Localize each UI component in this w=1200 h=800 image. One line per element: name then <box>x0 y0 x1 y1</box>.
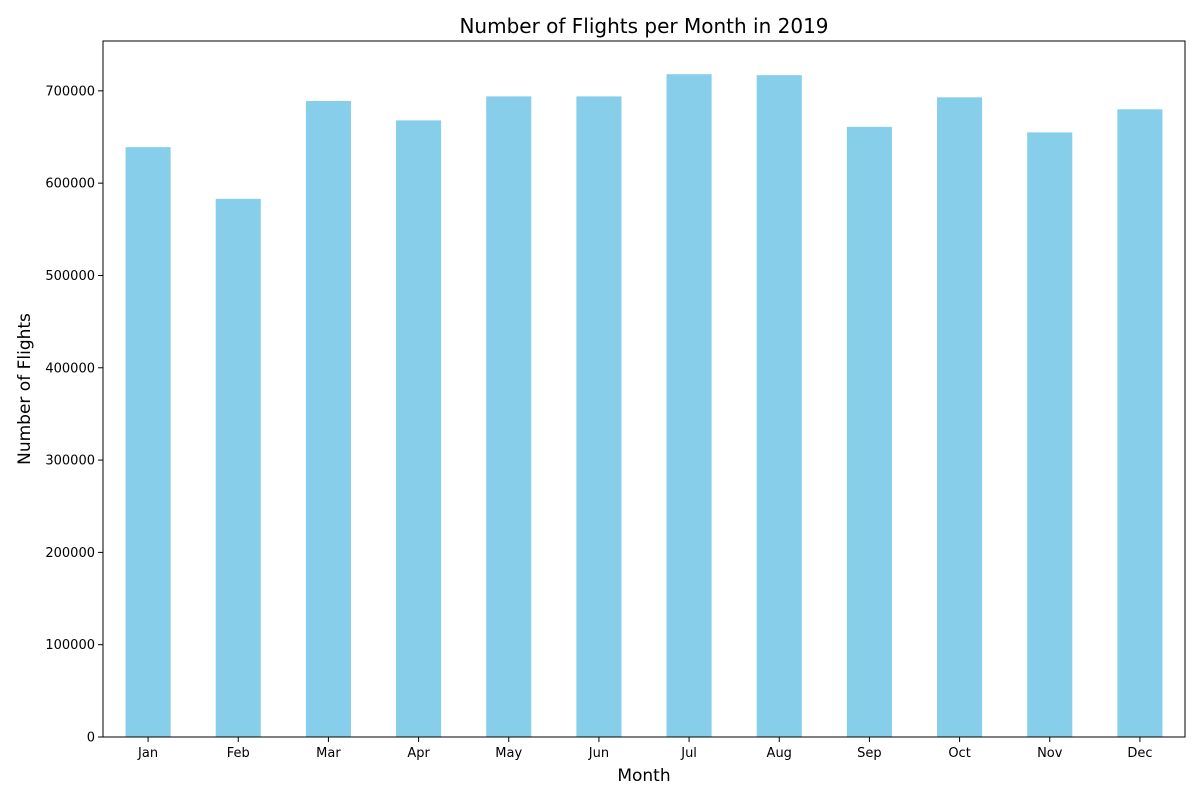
x-tick-label: Jan <box>137 746 158 761</box>
x-tick-label: Mar <box>316 746 341 761</box>
y-tick-label: 600000 <box>45 177 95 192</box>
bar-feb <box>215 198 261 737</box>
y-tick-label: 100000 <box>45 638 95 653</box>
bar-mar <box>305 101 351 737</box>
x-tick-label: Aug <box>767 746 792 761</box>
bars-group <box>125 74 1163 738</box>
chart-title: Number of Flights per Month in 2019 <box>459 14 828 38</box>
y-tick-label: 0 <box>87 731 95 746</box>
y-axis-label: Number of Flights <box>15 313 35 465</box>
x-tick-label: Apr <box>407 746 430 761</box>
x-tick-label: Jul <box>680 746 697 761</box>
bar-aug <box>756 75 802 737</box>
x-axis-label: Month <box>617 766 670 786</box>
y-tick-label: 500000 <box>45 269 95 284</box>
bar-may <box>486 96 532 737</box>
y-tick-label: 700000 <box>45 84 95 99</box>
bar-nov <box>1027 132 1073 737</box>
x-tick-label: Jun <box>588 746 609 761</box>
x-tick-label: Feb <box>227 746 250 761</box>
bar-oct <box>937 97 983 738</box>
x-axis-ticks: Jan Feb Mar Apr May Jun Jul Aug Sep Oct Nov Dec <box>137 737 1152 761</box>
y-axis-ticks: 0 100000 200000 300000 400000 500000 600000 700… <box>45 84 103 746</box>
bar-dec <box>1117 109 1163 738</box>
bar-sep <box>846 126 892 738</box>
x-tick-label: May <box>495 746 522 761</box>
y-tick-label: 300000 <box>45 454 95 469</box>
plot-frame <box>102 40 1186 738</box>
y-tick-label: 200000 <box>45 546 95 561</box>
bar-apr <box>396 120 442 737</box>
x-tick-label: Nov <box>1037 746 1063 761</box>
bar-jul <box>666 74 712 737</box>
x-tick-label: Oct <box>948 746 970 761</box>
y-tick-label: 400000 <box>45 361 95 376</box>
bar-jun <box>576 96 622 737</box>
x-tick-label: Dec <box>1127 746 1152 761</box>
x-tick-label: Sep <box>857 746 882 761</box>
bar-jan <box>125 147 171 738</box>
